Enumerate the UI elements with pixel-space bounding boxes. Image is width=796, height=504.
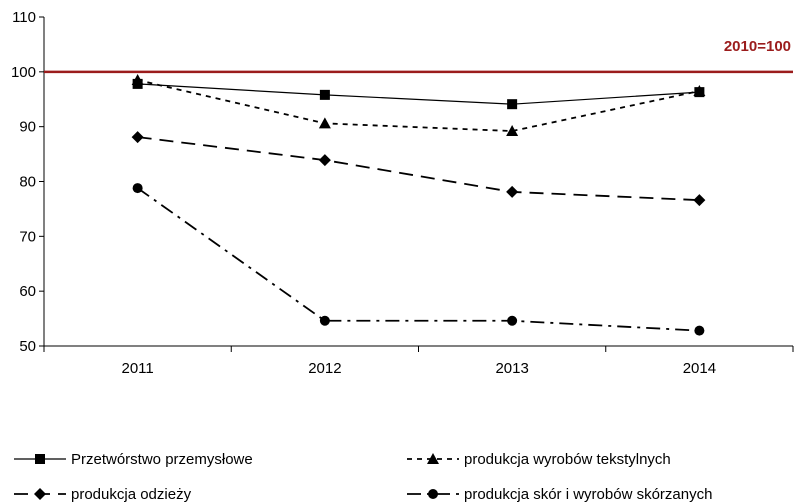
data-point (506, 125, 519, 137)
reference-line-label: 2010=100 (724, 38, 791, 55)
series-2 (131, 74, 706, 137)
series-3 (131, 131, 706, 207)
legend-item: produkcja odzieży (14, 486, 192, 503)
axes: 50 60 70 80 90 100 110 2011 2012 2013 2014 (11, 9, 794, 377)
y-tick-label: 60 (19, 283, 36, 300)
data-point (319, 315, 330, 326)
data-point (506, 185, 519, 198)
legend-label: produkcja odzieży (71, 486, 192, 503)
y-tick-label: 110 (12, 9, 36, 26)
legend-marker (34, 488, 46, 500)
legend-label: produkcja wyrobów tekstylnych (464, 451, 671, 468)
series-line (137, 136, 700, 202)
legend-marker (428, 489, 438, 499)
data-point (507, 315, 518, 326)
y-tick-label: 70 (19, 228, 36, 245)
y-tick-label: 100 (11, 64, 36, 81)
data-point (693, 194, 706, 207)
data-point (131, 74, 144, 86)
reference-line-group: 2010=100 (44, 38, 793, 74)
data-point (319, 89, 330, 100)
x-tick-label: 2014 (683, 360, 716, 377)
data-point (693, 85, 706, 97)
legend-item: produkcja skór i wyrobów skórzanych (407, 486, 712, 503)
series-4 (132, 183, 705, 336)
y-tick-label: 50 (19, 338, 36, 355)
data-point (318, 117, 331, 129)
data-point (318, 154, 331, 167)
legend-item: Przetwórstwo przemysłowe (14, 451, 253, 468)
series-line (137, 79, 700, 132)
legend-item: produkcja wyrobów tekstylnych (407, 451, 671, 468)
series-line (137, 187, 700, 332)
x-tick-label: 2013 (495, 360, 528, 377)
legend-marker (35, 454, 45, 464)
data-point (131, 131, 144, 144)
y-tick-label: 90 (19, 119, 36, 136)
y-tick-label: 80 (19, 174, 36, 191)
legend-label: produkcja skór i wyrobów skórzanych (464, 486, 712, 503)
x-tick-label: 2011 (121, 360, 153, 377)
legend-marker (427, 453, 439, 464)
series-line (137, 83, 700, 105)
series-1 (132, 78, 705, 110)
legend: Przetwórstwo przemysłowe produkcja wyrobó… (14, 451, 712, 503)
data-point (507, 99, 518, 110)
legend-label: Przetwórstwo przemysłowe (71, 451, 253, 468)
x-tick-label: 2012 (308, 360, 341, 377)
series-group (131, 74, 706, 336)
data-point (694, 325, 705, 336)
data-point (132, 183, 143, 194)
